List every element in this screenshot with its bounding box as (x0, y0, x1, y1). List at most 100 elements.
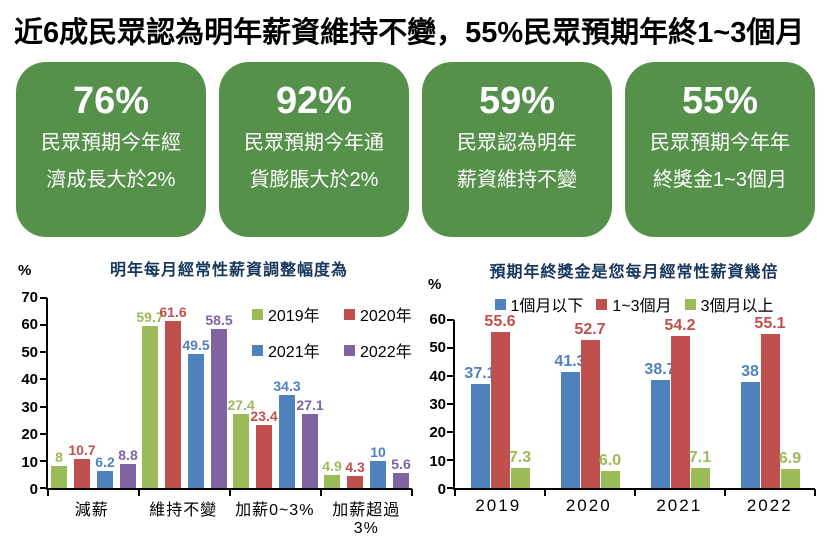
bar-value-label: 55.1 (754, 314, 786, 332)
x-tick-mark (320, 489, 322, 496)
stat-value: 92% (275, 80, 353, 122)
y-tick-mark (40, 324, 47, 327)
bar: 38 (740, 363, 760, 488)
y-tick-mark (447, 319, 454, 321)
y-tick-label: 50 (21, 343, 38, 361)
bar-value-label: 6.9 (778, 449, 802, 467)
stat-box-year-end-bonus: 55% 民眾預期今年年 終獎金1~3個月 (625, 62, 815, 237)
x-tick-mark (138, 489, 140, 496)
stat-caption-line: 薪資維持不變 (457, 169, 577, 191)
x-category-label: 2022 (746, 496, 793, 515)
x-tick-mark (634, 489, 636, 496)
bar-value-label: 4.3 (345, 459, 365, 476)
bar-group: 37.1 55.6 7.3 (455, 313, 545, 488)
x-category-label: 減薪 (74, 502, 109, 519)
legend-swatch (596, 298, 608, 310)
x-tick-mark (411, 489, 413, 496)
bar: 6.0 (599, 452, 621, 488)
y-tick-mark (447, 374, 454, 377)
bar-value-label: 6.0 (598, 452, 622, 470)
bar: 52.7 (574, 321, 606, 488)
bar: 4.9 (322, 458, 342, 488)
stat-box-salary-unchanged: 59% 民眾認為明年 薪資維持不變 (422, 62, 612, 237)
bar-group: 8 10.7 6.2 8.8 (48, 298, 139, 488)
bar: 55.1 (754, 315, 786, 488)
bar: 8 (51, 449, 67, 488)
bar-value-label: 27.1 (296, 397, 324, 414)
bar: 49.5 (182, 337, 210, 488)
y-axis-unit-label: % (428, 276, 442, 293)
stat-box-economic-growth: 76% 民眾預期今年經 濟成長大於2% (16, 62, 206, 237)
bar-group: 38.7 54.2 7.1 (635, 317, 725, 488)
stat-caption-line: 民眾預期今年通 (244, 132, 384, 154)
y-tick-label: 10 (21, 453, 38, 471)
stat-caption-line: 終獎金1~3個月 (653, 169, 787, 191)
bar-value-label: 23.4 (250, 407, 278, 424)
stat-value: 76% (72, 80, 150, 122)
stat-caption-line: 民眾預期今年經 (41, 132, 181, 154)
bar: 7.3 (509, 449, 531, 488)
x-category-label: 加薪0~3% (235, 502, 315, 519)
y-tick-mark (447, 430, 454, 433)
bar-groups: 37.1 55.6 7.3 41.3 52.7 6.0 38.7 54.2 7.1 38 55.1 6… (455, 313, 815, 488)
y-tick-label: 70 (21, 289, 38, 306)
x-tick-mark (814, 489, 816, 496)
legend-label: 1~3個月 (612, 298, 672, 315)
stat-value: 55% (681, 80, 759, 122)
chart-title: 明年每月經常性薪資調整幅度為 (109, 262, 348, 279)
legend-swatch (344, 308, 355, 320)
bar-value-label: 58.5 (205, 312, 233, 329)
legend-swatch (344, 344, 355, 356)
bar-value-label: 49.5 (182, 336, 210, 353)
stat-caption-line: 民眾認為明年 (457, 132, 577, 154)
chart-title: 預期年終獎金是您每月經常性薪資幾倍 (489, 264, 779, 281)
y-tick-label: 50 (429, 339, 446, 357)
y-tick-label: 20 (429, 424, 446, 442)
y-tick-label: 60 (21, 316, 38, 334)
bar: 6.2 (95, 454, 115, 488)
bar-value-label: 34.3 (273, 377, 301, 394)
x-tick-mark (47, 489, 49, 496)
legend: 2019年 2020年 2021年 2022年 (252, 302, 428, 362)
bar: 7.1 (689, 449, 711, 488)
legend-item: 1個月以下 (494, 292, 584, 316)
bar-value-label: 41.3 (554, 353, 586, 371)
bar: 54.2 (664, 317, 696, 488)
legend-swatch (494, 298, 506, 310)
bar: 41.3 (554, 353, 586, 488)
x-category-label: 2019 (475, 496, 522, 515)
legend-label: 3個月以上 (700, 298, 774, 315)
y-axis: 0 10 20 30 40 50 60 70 (0, 289, 38, 498)
legend-item: 1~3個月 (596, 292, 672, 316)
y-tick-label: 40 (429, 367, 446, 385)
x-category-label: 維持不變 (149, 502, 218, 519)
bar: 37.1 (464, 365, 496, 488)
bar: 27.1 (296, 397, 324, 488)
y-tick-mark (447, 459, 454, 461)
y-tick-label: 30 (21, 398, 38, 416)
bar: 8.8 (118, 447, 138, 488)
x-tick-mark (454, 489, 456, 496)
bar-value-label: 37.1 (464, 365, 496, 383)
y-tick-mark (40, 351, 47, 354)
y-tick-mark (447, 346, 454, 349)
page-title: 近6成民眾認為明年薪資維持不變，55%民眾預期年終1~3個月 (14, 17, 805, 49)
legend-swatch (252, 344, 263, 356)
legend-label: 2020年 (360, 308, 412, 325)
legend: 1個月以下 1~3個月 3個月以上 (453, 292, 815, 316)
bar: 23.4 (250, 408, 278, 488)
bar-group: 27.4 23.4 34.3 27.1 (227, 298, 324, 488)
y-axis: 0 10 20 30 40 50 60 (420, 311, 446, 498)
x-tick-mark (724, 489, 726, 496)
y-tick-mark (447, 403, 454, 405)
bar-value-label: 8.8 (118, 447, 138, 464)
legend-item: 2021年 (252, 338, 336, 362)
y-tick-label: 20 (21, 426, 38, 444)
bar-group: 59.7 61.6 49.5 58.5 (136, 298, 233, 488)
legend-label: 2019年 (268, 308, 320, 325)
legend-label: 2022年 (360, 344, 412, 361)
bar-value-label: 6.2 (95, 454, 115, 471)
bar-value-label: 38.7 (644, 360, 676, 378)
bar-value-label: 27.4 (227, 396, 255, 413)
legend-label: 1個月以下 (510, 298, 584, 315)
